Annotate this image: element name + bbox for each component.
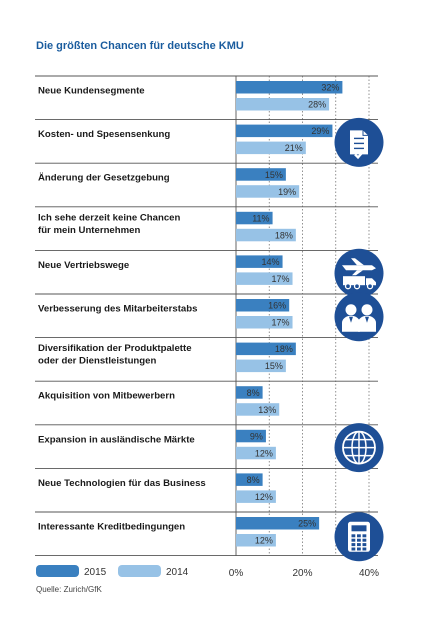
legend-swatch-2014	[118, 565, 161, 577]
globe-icon	[334, 423, 384, 473]
data-label: 17%	[272, 274, 290, 284]
calculator-icon	[334, 512, 384, 562]
bar-2014	[236, 403, 280, 416]
bar-2015	[236, 429, 266, 443]
x-tick-label: 0%	[229, 568, 244, 579]
bar-2015	[236, 81, 343, 94]
bar-2014	[236, 490, 276, 503]
category-label: Expansion in ausländische Märkte	[38, 434, 195, 445]
bar-2015	[236, 517, 320, 530]
data-label: 9%	[250, 431, 263, 441]
data-label: 18%	[275, 230, 293, 240]
x-tick-label: 20%	[292, 568, 312, 579]
bar-2014	[236, 185, 300, 198]
category-label: Neue Technologien für das Business	[38, 478, 206, 489]
legend: 2015 2014	[36, 565, 189, 578]
data-label: 18%	[275, 344, 293, 354]
category-label: Interessante Kreditbedingungen	[38, 522, 185, 533]
legend-swatch-2015	[36, 565, 79, 577]
data-label: 15%	[265, 170, 283, 180]
icons	[334, 117, 384, 562]
data-label: 28%	[308, 100, 326, 110]
legend-label-2015: 2015	[84, 567, 107, 578]
airplane-truck-icon	[334, 248, 384, 298]
bar-2015	[236, 473, 263, 486]
bar-2015	[236, 342, 296, 356]
bar-2015	[236, 386, 263, 399]
bar-2015	[236, 124, 333, 138]
bars: 32% 28% 29% 21% 15% 19% 11% 18% 14% 17% 16% 17% 18% 1…	[236, 81, 343, 547]
x-axis: 0% 20% 40%	[229, 568, 379, 579]
data-label: 13%	[258, 405, 276, 415]
bar-2015	[236, 211, 273, 225]
category-label: Ich sehe derzeit keine Chancen	[38, 212, 181, 223]
category-label: Akquisition von Mitbewerbern	[38, 391, 175, 402]
document-checklist-icon	[334, 117, 384, 167]
data-label: 21%	[285, 143, 303, 153]
category-label: Verbesserung des Mitarbeiterstabs	[38, 304, 197, 315]
x-tick-label: 40%	[359, 568, 379, 579]
bar-2015	[236, 299, 290, 312]
bar-2014	[236, 534, 276, 547]
chart-title: Die größten Chancen für deutsche KMU	[36, 40, 244, 52]
source-note: Quelle: Zurich/GfK	[36, 585, 102, 594]
category-label: oder der Dienstleistungen	[38, 356, 156, 367]
bar-2014	[236, 272, 293, 285]
category-label: Kosten- und Spesensenkung	[38, 129, 170, 140]
data-label: 29%	[311, 126, 329, 136]
people-icon	[334, 292, 384, 342]
data-label: 12%	[255, 492, 273, 502]
category-label: Diversifikation der Produktpalette	[38, 343, 192, 354]
bar-2014	[236, 228, 296, 242]
bar-2015	[236, 168, 286, 181]
category-label: Neue Vertriebswege	[38, 260, 129, 271]
data-label: 16%	[268, 301, 286, 311]
bar-2014	[236, 98, 330, 111]
data-label: 12%	[255, 448, 273, 458]
bar-2014	[236, 359, 286, 373]
legend-label-2014: 2014	[166, 567, 189, 578]
category-label: Änderung der Gesetzgebung	[38, 173, 170, 184]
data-label: 8%	[247, 475, 260, 485]
bar-2014	[236, 316, 293, 329]
bar-2014	[236, 446, 276, 460]
bar-2015	[236, 255, 283, 268]
data-label: 32%	[321, 83, 339, 93]
data-label: 11%	[252, 213, 269, 223]
data-label: 12%	[255, 536, 273, 546]
data-label: 14%	[262, 257, 280, 267]
data-label: 8%	[247, 388, 260, 398]
bar-2014	[236, 141, 306, 155]
category-label: für mein Unternehmen	[38, 225, 140, 236]
category-label: Neue Kundensegmente	[38, 86, 145, 97]
data-label: 25%	[298, 519, 316, 529]
category-rows: Neue Kundensegmente Kosten- und Spesensen…	[35, 75, 378, 557]
data-label: 17%	[272, 318, 290, 328]
data-label: 19%	[278, 187, 296, 197]
data-label: 15%	[265, 361, 283, 371]
